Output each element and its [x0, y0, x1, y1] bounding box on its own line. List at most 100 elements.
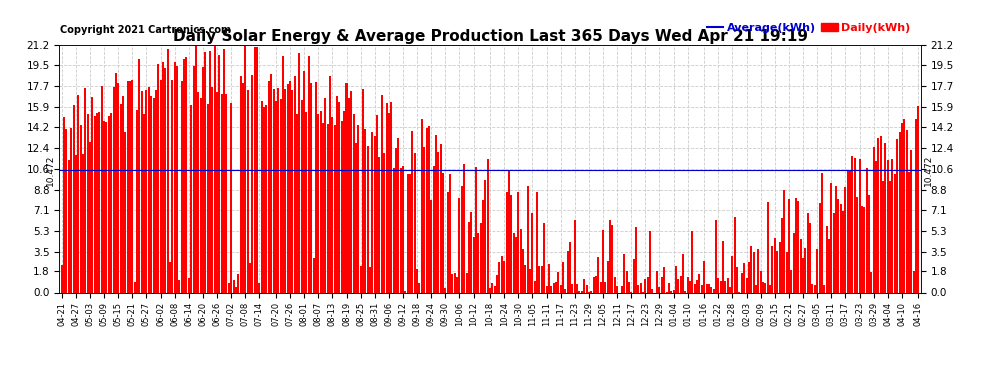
Bar [122, 96, 124, 292]
Bar [136, 110, 138, 292]
Bar [494, 286, 496, 292]
Bar [82, 154, 84, 292]
Bar [539, 266, 541, 292]
Bar [63, 117, 65, 292]
Bar [294, 76, 296, 292]
Bar [790, 270, 792, 292]
Bar [247, 90, 248, 292]
Bar [181, 81, 183, 292]
Bar [529, 269, 531, 292]
Bar [816, 249, 818, 292]
Bar [489, 288, 491, 292]
Bar [301, 100, 303, 292]
Bar [231, 103, 233, 292]
Bar [541, 266, 543, 292]
Bar [884, 143, 886, 292]
Bar [310, 82, 312, 292]
Bar [684, 291, 686, 292]
Bar [173, 63, 175, 292]
Bar [185, 57, 187, 292]
Legend: Average(kWh), Daily(kWh): Average(kWh), Daily(kWh) [702, 18, 915, 37]
Bar [496, 275, 498, 292]
Text: 10.472: 10.472 [925, 154, 934, 186]
Bar [150, 96, 152, 292]
Bar [322, 123, 324, 292]
Bar [416, 269, 418, 292]
Bar [532, 213, 534, 292]
Bar [159, 80, 161, 292]
Bar [282, 56, 284, 292]
Bar [91, 97, 93, 292]
Bar [192, 66, 195, 292]
Bar [725, 281, 727, 292]
Bar [840, 204, 842, 292]
Bar [870, 272, 872, 292]
Bar [759, 270, 761, 292]
Bar [65, 129, 67, 292]
Bar [583, 279, 585, 292]
Bar [710, 287, 712, 292]
Bar [383, 153, 385, 292]
Bar [79, 125, 81, 292]
Bar [94, 116, 96, 292]
Bar [378, 158, 380, 292]
Bar [771, 246, 773, 292]
Bar [120, 104, 122, 292]
Bar [547, 264, 549, 292]
Bar [734, 217, 736, 292]
Bar [334, 125, 336, 292]
Bar [853, 159, 855, 292]
Bar [537, 192, 539, 292]
Bar [125, 132, 127, 292]
Bar [863, 207, 865, 292]
Bar [544, 224, 545, 292]
Bar [691, 231, 693, 292]
Bar [226, 94, 228, 292]
Bar [901, 123, 903, 292]
Bar [607, 261, 609, 292]
Text: Copyright 2021 Cartronics.com: Copyright 2021 Cartronics.com [60, 25, 232, 35]
Bar [249, 263, 251, 292]
Bar [472, 237, 474, 292]
Bar [899, 132, 901, 292]
Bar [861, 206, 863, 292]
Bar [400, 168, 402, 292]
Bar [508, 171, 510, 292]
Bar [569, 242, 571, 292]
Bar [824, 285, 826, 292]
Bar [426, 128, 428, 292]
Bar [527, 186, 529, 292]
Bar [240, 76, 242, 292]
Bar [646, 278, 648, 292]
Bar [491, 283, 493, 292]
Bar [67, 160, 70, 292]
Bar [341, 121, 343, 292]
Bar [166, 49, 168, 292]
Bar [176, 66, 178, 292]
Bar [708, 284, 710, 292]
Bar [552, 283, 554, 292]
Bar [456, 277, 458, 292]
Bar [325, 98, 327, 292]
Bar [202, 67, 204, 292]
Bar [701, 285, 703, 292]
Bar [602, 230, 604, 292]
Bar [148, 87, 149, 292]
Bar [522, 249, 524, 292]
Bar [752, 252, 754, 292]
Bar [534, 281, 536, 292]
Bar [385, 103, 387, 292]
Bar [423, 147, 425, 292]
Bar [164, 68, 166, 292]
Bar [245, 45, 247, 292]
Bar [750, 246, 752, 292]
Bar [581, 291, 583, 292]
Bar [233, 280, 235, 292]
Bar [87, 114, 89, 292]
Bar [251, 75, 253, 292]
Bar [668, 283, 670, 292]
Bar [390, 102, 392, 292]
Bar [134, 282, 136, 292]
Bar [277, 88, 279, 292]
Bar [757, 249, 759, 292]
